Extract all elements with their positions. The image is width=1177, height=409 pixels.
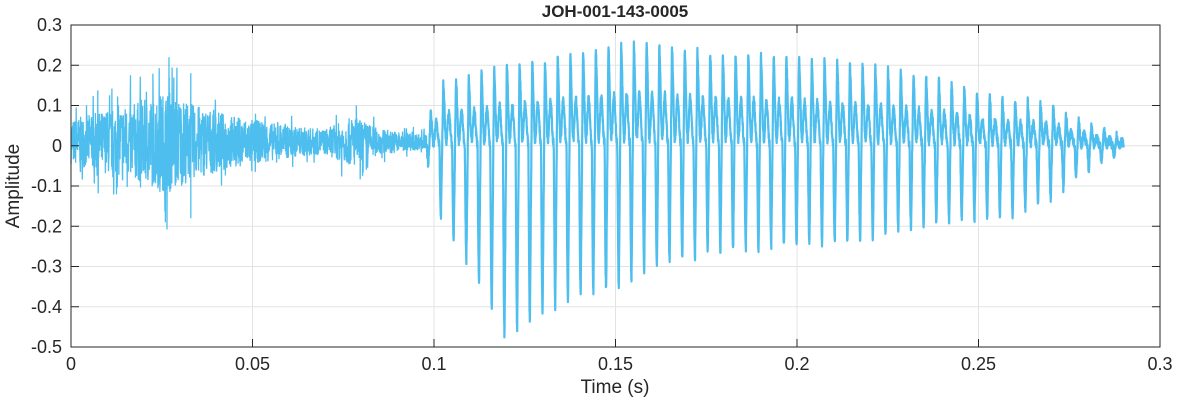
y-tick-label: 0.1 — [37, 96, 62, 116]
x-tick-label: 0.25 — [961, 354, 996, 374]
waveform-unvoiced-line — [70, 57, 428, 230]
y-tick-label: -0.3 — [31, 257, 62, 277]
y-tick-label: 0.2 — [37, 55, 62, 75]
x-tick-label: 0.2 — [784, 354, 809, 374]
y-tick-label: 0 — [52, 136, 62, 156]
x-tick-label: 0 — [66, 354, 76, 374]
plot-area — [70, 40, 1125, 339]
y-tick-label: -0.2 — [31, 216, 62, 236]
ticks: 0 0.05 0.1 0.15 0.2 0.25 0.3 0.3 0.2 0.1 0 -0.1 -0.2… — [31, 15, 1173, 374]
chart-title: JOH-001-143-0005 — [542, 2, 688, 21]
y-tick-label: -0.1 — [31, 176, 62, 196]
x-axis-label: Time (s) — [581, 377, 650, 398]
y-tick-label: 0.3 — [37, 15, 62, 35]
y-tick-label: -0.5 — [31, 337, 62, 357]
x-tick-label: 0.1 — [421, 354, 446, 374]
grid — [71, 25, 1160, 347]
waveform-voiced-line — [425, 40, 1125, 339]
y-axis-label: Amplitude — [3, 144, 24, 229]
y-tick-label: -0.4 — [31, 297, 62, 317]
x-tick-label: 0.3 — [1147, 354, 1172, 374]
x-tick-label: 0.05 — [235, 354, 270, 374]
x-tick-label: 0.15 — [598, 354, 633, 374]
